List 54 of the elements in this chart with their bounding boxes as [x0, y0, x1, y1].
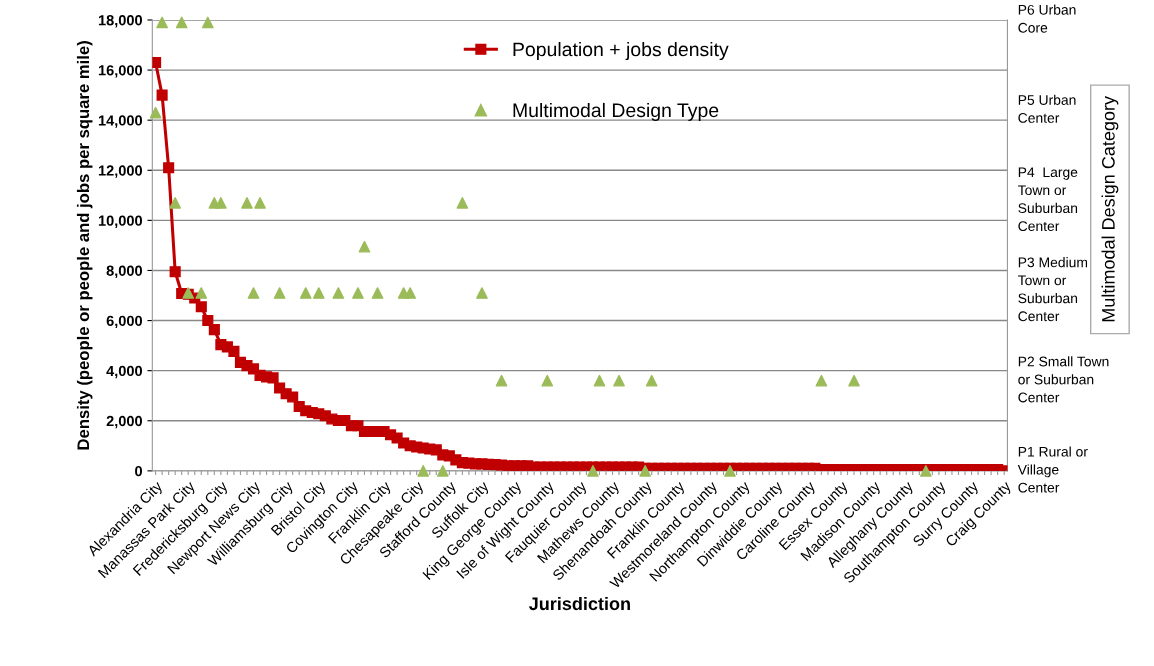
point: [215, 196, 227, 209]
y-tick-label: 2,000: [106, 415, 143, 429]
y-tick-label: 0: [135, 465, 143, 477]
text: P5 Urban Center: [1018, 94, 1076, 123]
y-tick-label: 6,000: [106, 315, 143, 329]
y-tick-label: 18,000: [98, 15, 143, 28]
point: [456, 196, 469, 209]
point: [195, 287, 208, 299]
point: [175, 16, 188, 29]
y-tick-label: 8,000: [106, 265, 143, 279]
point: [273, 287, 286, 299]
point: [436, 465, 449, 477]
text: P3 Medium Town or Suburban Center: [1018, 257, 1088, 322]
point: [476, 287, 488, 299]
point: [724, 465, 736, 477]
point: [495, 374, 508, 387]
point: [645, 374, 658, 387]
y-axis-title: Density (people or people and jobs per square mile): [76, 41, 93, 450]
point: [254, 196, 266, 209]
y2-axis-title: Multimodal Design Category: [1101, 95, 1119, 322]
point: [201, 16, 214, 29]
point: [639, 465, 652, 477]
y-tick-label: 14,000: [98, 115, 143, 128]
point: [371, 287, 384, 299]
point: [352, 287, 364, 299]
point: [920, 465, 932, 477]
text: P6 Urban Core: [1018, 4, 1076, 33]
point: [358, 240, 371, 253]
point: [815, 374, 828, 387]
point: [587, 465, 599, 477]
legend-label: Multimodal Design Type: [513, 102, 719, 122]
text: P1 Rural or Village Center: [1017, 446, 1088, 493]
point: [156, 16, 168, 29]
point: [593, 374, 606, 387]
y-tick-label: 4,000: [106, 365, 143, 379]
point: [312, 287, 325, 299]
point: [241, 196, 253, 209]
point: [332, 287, 345, 299]
point: [149, 106, 162, 119]
point: [613, 374, 625, 387]
point: [417, 465, 430, 477]
point: [299, 287, 312, 299]
text: P4 Large Town or Suburban Center: [1018, 167, 1078, 232]
y-tick-label: 10,000: [98, 215, 143, 228]
legend-label: Population + jobs density: [513, 41, 729, 61]
y-tick-label: 16,000: [98, 65, 143, 78]
point: [169, 196, 182, 209]
x-axis-title: Jurisdiction: [529, 596, 630, 611]
point: [247, 287, 260, 299]
point: [848, 374, 860, 387]
y-tick-label: 12,000: [98, 165, 143, 178]
text: P2 Small Town or Suburban Center: [1018, 356, 1109, 403]
point: [404, 287, 417, 299]
point: [541, 374, 554, 387]
